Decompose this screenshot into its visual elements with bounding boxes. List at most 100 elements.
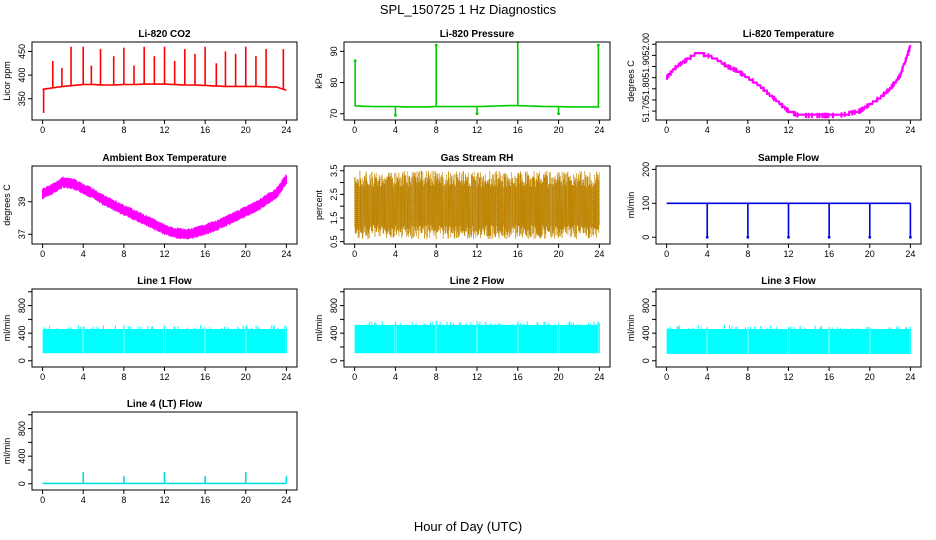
- y-tick-label: 80: [329, 78, 339, 88]
- x-axis-title: Hour of Day (UTC): [414, 519, 522, 534]
- x-tick-label: 0: [664, 372, 669, 382]
- y-tick-label: 800: [329, 298, 339, 313]
- x-tick-label: 0: [664, 125, 669, 135]
- y-axis-label: degrees C: [626, 60, 636, 102]
- y-tick-label: 800: [17, 298, 27, 313]
- y-tick-label: 400: [329, 326, 339, 341]
- x-tick-label: 12: [159, 249, 169, 259]
- y-tick-label: 200: [641, 162, 651, 177]
- x-tick-label: 4: [81, 125, 86, 135]
- x-tick-label: 20: [554, 372, 564, 382]
- x-tick-label: 20: [865, 249, 875, 259]
- series-line: [666, 44, 912, 116]
- panel-10: Line 4 (LT) Flow ml/min 0 4 8 12 16 20 24 0 400 800: [2, 399, 298, 505]
- y-tick-label: 51.70: [641, 100, 651, 123]
- x-tick-label: 8: [121, 372, 126, 382]
- x-tick-label: 16: [200, 495, 210, 505]
- x-tick-label: 20: [241, 372, 251, 382]
- x-tick-label: 4: [81, 372, 86, 382]
- x-tick-label: 12: [159, 372, 169, 382]
- y-tick-label: 1.5: [329, 212, 339, 225]
- y-axis-label: percent: [314, 189, 324, 220]
- data-layer: [666, 44, 912, 119]
- x-tick-label: 8: [745, 372, 750, 382]
- x-tick-label: 0: [40, 495, 45, 505]
- y-tick-label: 400: [17, 449, 27, 464]
- y-axis-label: kPa: [314, 73, 324, 89]
- spike-point-2: [787, 235, 790, 239]
- y-axis-label: Licor ppm: [2, 61, 12, 101]
- x-tick-label: 8: [434, 372, 439, 382]
- x-tick-label: 12: [783, 249, 793, 259]
- y-tick-label: 400: [17, 68, 27, 83]
- x-tick-label: 24: [594, 372, 604, 382]
- x-tick-label: 4: [393, 249, 398, 259]
- y-tick-label: 450: [17, 44, 27, 59]
- spike-point-6: [596, 43, 600, 47]
- spike-point-3: [827, 235, 831, 239]
- x-tick-label: 4: [393, 372, 398, 382]
- x-tick-label: 0: [664, 249, 669, 259]
- data-layer: [42, 46, 287, 113]
- panel-8: Line 2 Flow ml/min 0 4 8 12 16 20 24 0 400 800: [314, 276, 611, 382]
- spike-point-0: [353, 59, 357, 63]
- y-tick-label: 0: [641, 235, 651, 240]
- data-layer: [353, 42, 600, 117]
- x-tick-label: 16: [824, 125, 834, 135]
- spike-point-3: [475, 112, 479, 116]
- y-tick-label: 2.5: [329, 188, 339, 201]
- x-tick-label: 0: [40, 249, 45, 259]
- panel-1: Li-820 CO2 Licor ppm 0 4 8 12 16 20 24 350 400 450: [2, 29, 298, 135]
- y-tick-label: 52.00: [641, 33, 651, 56]
- x-tick-label: 16: [513, 125, 523, 135]
- data-layer: [42, 325, 288, 355]
- x-tick-label: 0: [40, 125, 45, 135]
- spike-point-1: [394, 113, 397, 117]
- y-tick-label: 39: [17, 197, 27, 207]
- panel-6: Sample Flow ml/min 0 4 8 12 16 20 24 0 100 200: [626, 153, 922, 259]
- x-tick-label: 24: [905, 125, 915, 135]
- panel-title: Ambient Box Temperature: [102, 153, 227, 164]
- x-tick-label: 20: [554, 249, 564, 259]
- y-tick-label: 90: [329, 46, 339, 56]
- y-tick-label: 400: [17, 326, 27, 341]
- x-tick-label: 24: [594, 125, 604, 135]
- y-axis-label: ml/min: [2, 438, 12, 465]
- x-tick-label: 8: [434, 249, 439, 259]
- x-tick-label: 16: [513, 249, 523, 259]
- y-tick-label: 100: [641, 196, 651, 211]
- x-tick-label: 12: [159, 125, 169, 135]
- x-tick-label: 4: [393, 125, 398, 135]
- y-tick-label: 0: [329, 358, 339, 363]
- panel-title: Li-820 CO2: [138, 29, 191, 40]
- data-layer: [42, 174, 287, 240]
- y-tick-label: 0: [17, 481, 27, 486]
- x-tick-label: 12: [472, 372, 482, 382]
- panel-5: Gas Stream RH percent 0 4 8 12 16 20 24 0.5 1.5 2.5…: [314, 153, 611, 259]
- panel-7: Line 1 Flow ml/min 0 4 8 12 16 20 24 0 400 800: [2, 276, 298, 382]
- y-axis-label: ml/min: [626, 315, 636, 342]
- x-tick-label: 4: [81, 495, 86, 505]
- x-tick-label: 8: [745, 249, 750, 259]
- x-tick-label: 20: [554, 125, 564, 135]
- x-tick-label: 20: [865, 125, 875, 135]
- y-tick-label: 0.5: [329, 235, 339, 248]
- data-layer: [354, 170, 600, 240]
- x-tick-label: 20: [241, 125, 251, 135]
- y-tick-label: 70: [329, 109, 339, 119]
- x-tick-label: 8: [121, 249, 126, 259]
- x-tick-label: 8: [434, 125, 439, 135]
- x-tick-label: 16: [824, 372, 834, 382]
- x-tick-label: 0: [352, 249, 357, 259]
- panel-title: Sample Flow: [758, 153, 819, 164]
- x-tick-label: 12: [783, 125, 793, 135]
- panel-title: Line 3 Flow: [761, 276, 816, 287]
- panel-9: Line 3 Flow ml/min 0 4 8 12 16 20 24 0 400 800: [626, 276, 922, 382]
- x-tick-label: 4: [705, 249, 710, 259]
- y-tick-label: 3.5: [329, 164, 339, 177]
- y-tick-label: 51.80: [641, 78, 651, 101]
- spike-point-2: [434, 43, 438, 47]
- x-tick-label: 20: [865, 372, 875, 382]
- x-tick-label: 0: [352, 372, 357, 382]
